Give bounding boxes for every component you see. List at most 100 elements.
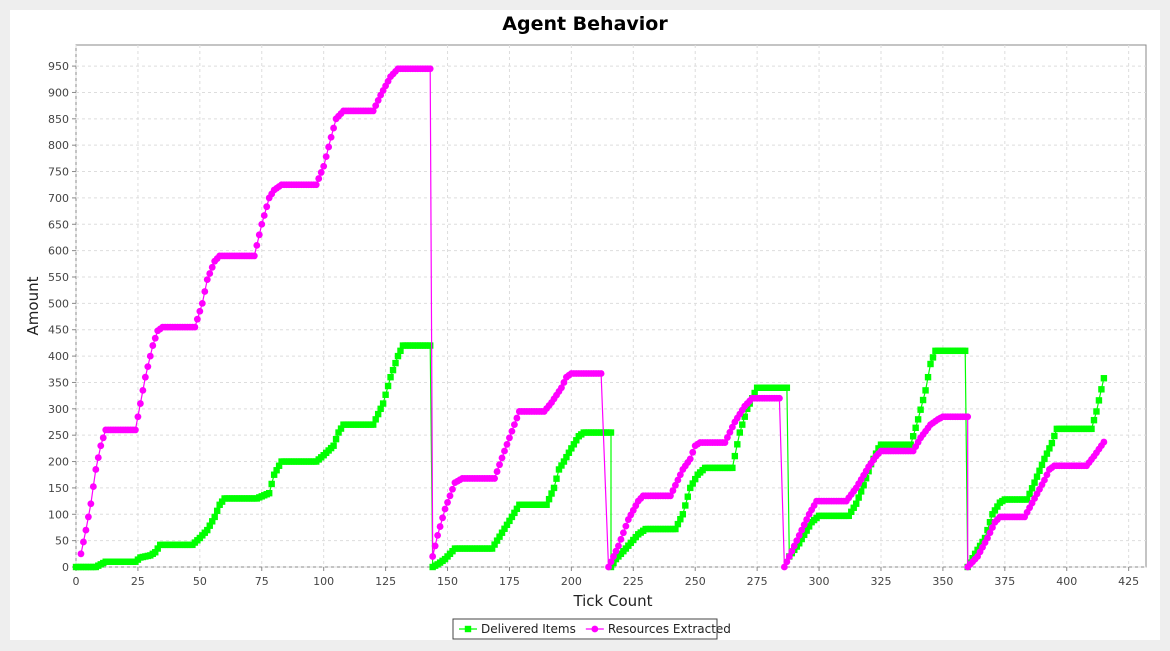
- y-tick-label: 750: [48, 166, 69, 179]
- y-tick-label: 550: [48, 271, 69, 284]
- data-point-delivered-items: [914, 416, 922, 423]
- data-point-resources-extracted: [560, 379, 568, 386]
- data-point-resources-extracted: [686, 455, 694, 463]
- data-point-delivered-items: [1033, 473, 1041, 480]
- data-point-resources-extracted: [446, 492, 454, 500]
- data-point-delivered-items: [560, 458, 568, 465]
- y-tick-label: 250: [48, 429, 69, 442]
- data-point-delivered-items: [382, 391, 389, 398]
- data-point-delivered-items: [989, 511, 996, 518]
- data-point-resources-extracted: [674, 476, 682, 484]
- data-point-delivered-items: [570, 441, 578, 448]
- data-point-delivered-items: [152, 549, 159, 556]
- y-tick-label: 900: [48, 86, 69, 99]
- y-tick-label: 950: [48, 60, 69, 73]
- data-point-resources-extracted: [87, 500, 95, 508]
- data-point-resources-extracted: [671, 481, 679, 489]
- data-point-resources-extracted: [449, 485, 456, 493]
- y-tick-label: 50: [55, 535, 69, 548]
- data-point-delivered-items: [397, 347, 404, 355]
- data-point-resources-extracted: [501, 447, 508, 455]
- data-point-resources-extracted: [783, 558, 791, 566]
- data-point-delivered-items: [796, 540, 803, 547]
- data-point-delivered-items: [853, 500, 860, 507]
- data-point-resources-extracted: [798, 526, 806, 534]
- data-point-resources-extracted: [317, 169, 325, 176]
- data-point-resources-extracted: [493, 468, 501, 475]
- data-point-resources-extracted: [196, 307, 204, 315]
- data-point-resources-extracted: [250, 252, 258, 260]
- data-point-delivered-items: [496, 533, 503, 540]
- data-point-delivered-items: [394, 352, 402, 360]
- data-point-resources-extracted: [724, 434, 731, 441]
- data-point-delivered-items: [912, 424, 919, 431]
- data-point-resources-extracted: [558, 384, 565, 392]
- legend-item-delivered-items: Delivered Items: [459, 622, 576, 636]
- legend-label: Resources Extracted: [608, 622, 731, 636]
- data-point-delivered-items: [682, 502, 689, 509]
- data-point-resources-extracted: [491, 475, 498, 482]
- data-point-delivered-items: [503, 521, 511, 529]
- data-point-delivered-items: [929, 354, 937, 361]
- data-point-resources-extracted: [511, 421, 518, 429]
- data-point-delivered-items: [379, 400, 387, 407]
- data-point-delivered-items: [679, 511, 687, 518]
- data-point-delivered-items: [689, 480, 696, 487]
- data-point-delivered-items: [751, 389, 758, 397]
- data-point-delivered-items: [335, 429, 342, 436]
- data-point-resources-extracted: [513, 414, 521, 422]
- data-point-resources-extracted: [607, 558, 615, 566]
- data-point-delivered-items: [677, 515, 684, 523]
- data-point-delivered-items: [501, 525, 508, 532]
- data-point-delivered-items: [857, 488, 865, 495]
- data-point-resources-extracted: [622, 522, 630, 530]
- data-point-resources-extracted: [496, 461, 503, 469]
- legend-label: Delivered Items: [481, 622, 576, 636]
- data-point-delivered-items: [991, 507, 999, 514]
- data-point-resources-extracted: [322, 153, 330, 161]
- data-point-delivered-items: [734, 441, 741, 448]
- data-point-delivered-items: [498, 529, 506, 536]
- data-point-delivered-items: [1046, 445, 1053, 452]
- data-point-delivered-items: [798, 535, 805, 543]
- data-point-delivered-items: [1088, 425, 1095, 433]
- data-point-delivered-items: [607, 429, 615, 436]
- y-tick-label: 700: [48, 192, 69, 205]
- data-point-resources-extracted: [788, 547, 796, 555]
- data-point-resources-extracted: [94, 454, 102, 461]
- data-point-delivered-items: [1090, 416, 1098, 424]
- data-point-delivered-items: [550, 484, 558, 492]
- data-point-delivered-items: [374, 410, 382, 418]
- data-point-resources-extracted: [80, 538, 87, 546]
- chart-panel: Agent Behavior 0 50 100 150 200 250 300 350 400 4…: [10, 10, 1160, 640]
- y-tick-label: 0: [62, 561, 69, 574]
- data-point-resources-extracted: [506, 434, 513, 442]
- data-point-resources-extracted: [431, 542, 439, 550]
- data-point-delivered-items: [919, 396, 927, 404]
- data-point-delivered-items: [1098, 386, 1105, 393]
- data-point-delivered-items: [206, 522, 213, 529]
- data-point-resources-extracted: [795, 531, 803, 539]
- data-point-resources-extracted: [503, 441, 511, 448]
- x-tick-label: 50: [193, 575, 207, 588]
- data-point-delivered-items: [875, 445, 882, 452]
- data-point-resources-extracted: [141, 373, 149, 381]
- data-point-delivered-items: [848, 508, 855, 516]
- data-point-delivered-items: [922, 387, 929, 394]
- x-tick-label: 325: [870, 575, 891, 588]
- data-point-delivered-items: [513, 505, 521, 513]
- data-point-delivered-items: [553, 475, 560, 482]
- x-tick-label: 125: [375, 575, 396, 588]
- data-point-resources-extracted: [1041, 476, 1048, 484]
- data-point-delivered-items: [213, 507, 221, 515]
- data-point-resources-extracted: [790, 542, 798, 550]
- data-point-delivered-items: [907, 441, 914, 448]
- data-point-delivered-items: [1038, 461, 1046, 469]
- data-point-delivered-items: [204, 526, 211, 534]
- data-point-resources-extracted: [136, 400, 144, 407]
- x-tick-label: 425: [1118, 575, 1139, 588]
- data-point-delivered-items: [845, 512, 852, 520]
- data-point-delivered-items: [800, 531, 808, 539]
- x-tick-label: 25: [131, 575, 145, 588]
- data-point-delivered-items: [565, 449, 573, 456]
